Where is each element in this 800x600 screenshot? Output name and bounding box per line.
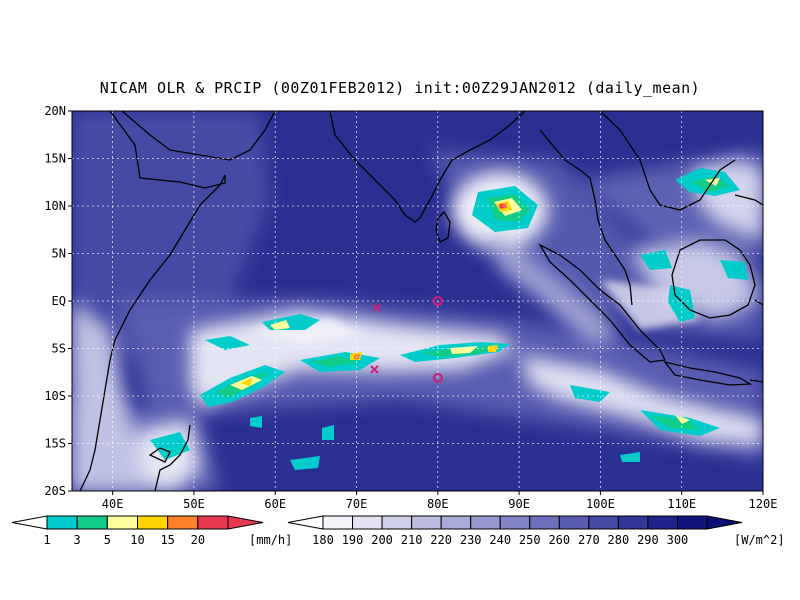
colorbar-label: 10 xyxy=(130,533,144,547)
colorbar-label: 220 xyxy=(430,533,452,547)
colorbar-swatch xyxy=(106,515,139,530)
storm-circle-marker xyxy=(432,295,443,307)
storm-markers xyxy=(370,295,443,384)
colorbar-label: 290 xyxy=(637,533,659,547)
precip-field xyxy=(150,168,748,470)
colorbar-unit: [W/m^2] xyxy=(734,533,785,547)
lat-tick-label: 20N xyxy=(44,104,66,118)
colorbar-label: 1 xyxy=(43,533,50,547)
precip-colorbar: 1 3 5 10 15 20 [mm/h] xyxy=(11,515,292,547)
colorbar-swatch xyxy=(381,515,413,530)
colorbar-label: 15 xyxy=(160,533,174,547)
colorbar-swatch xyxy=(588,515,619,530)
colorbar-label: 250 xyxy=(519,533,541,547)
colorbar-swatch xyxy=(529,515,560,530)
colorbar-swatch xyxy=(676,515,708,530)
olr-colorbar: 180 190 200 210 220 230 240 250 260 270 280 290 300 [… xyxy=(287,515,785,547)
lat-tick-label: 20S xyxy=(44,484,66,498)
colorbar-swatch xyxy=(46,515,78,530)
lat-tick-label: 15N xyxy=(44,152,66,166)
lon-tick-label: 80E xyxy=(427,497,449,511)
colorbar-label: 230 xyxy=(460,533,482,547)
colorbar-label: 190 xyxy=(342,533,364,547)
colorbar-label: 300 xyxy=(667,533,689,547)
lon-tick-label: 40E xyxy=(102,497,124,511)
colorbar-low-triangle xyxy=(287,515,324,530)
lon-tick-label: 70E xyxy=(346,497,368,511)
colorbar-swatch xyxy=(558,515,590,530)
lon-tick-label: 120E xyxy=(749,497,778,511)
lat-tick-label: 10S xyxy=(44,389,66,403)
colorbar-label: 260 xyxy=(548,533,570,547)
lon-tick-label: 90E xyxy=(508,497,530,511)
colorbar-swatch xyxy=(137,515,169,530)
colorbar-swatch xyxy=(197,515,229,530)
lat-tick-label: EQ xyxy=(52,294,66,308)
lon-axis: 40E 50E 60E 70E 80E 90E 100E 110E 120E xyxy=(102,491,778,511)
colorbar-swatch xyxy=(617,515,649,530)
lon-tick-label: 100E xyxy=(586,497,615,511)
storm-x-marker xyxy=(370,365,379,374)
colorbar-swatch xyxy=(76,515,108,530)
lat-tick-label: 15S xyxy=(44,437,66,451)
colorbar-low-triangle xyxy=(11,515,48,530)
colorbar-swatch xyxy=(352,515,383,530)
colorbar-label: 20 xyxy=(191,533,205,547)
colorbar-swatch xyxy=(499,515,531,530)
colorbar-swatch xyxy=(440,515,472,530)
colorbar-label: 180 xyxy=(312,533,334,547)
lat-tick-label: 5S xyxy=(52,342,66,356)
storm-x-marker xyxy=(372,303,382,312)
colorbar-swatch xyxy=(167,515,199,530)
graticule xyxy=(72,111,763,491)
colorbar-label: 3 xyxy=(74,533,81,547)
lon-tick-label: 60E xyxy=(264,497,286,511)
colorbar-swatch xyxy=(470,515,501,530)
colorbar-unit: [mm/h] xyxy=(249,533,292,547)
lon-tick-label: 50E xyxy=(183,497,205,511)
colorbar-swatch xyxy=(647,515,678,530)
colorbar-label: 210 xyxy=(401,533,423,547)
colorbar-high-triangle xyxy=(706,515,743,530)
colorbar-label: 280 xyxy=(608,533,630,547)
storm-circle-marker xyxy=(432,372,443,384)
lat-axis: 20N 15N 10N 5N EQ 5S 10S 15S 20S xyxy=(44,104,72,498)
lon-tick-label: 110E xyxy=(667,497,696,511)
lat-tick-label: 10N xyxy=(44,199,66,213)
colorbar-label: 270 xyxy=(578,533,600,547)
lat-tick-label: 5N xyxy=(52,247,66,261)
coastlines xyxy=(79,111,763,491)
colorbar-high-triangle xyxy=(227,515,264,530)
chart-title: NICAM OLR & PRCIP (00Z01FEB2012) init:00… xyxy=(99,79,701,97)
olr-field xyxy=(72,111,763,491)
colorbar-swatch xyxy=(322,515,354,530)
colorbar-label: 5 xyxy=(104,533,111,547)
colorbar-swatch xyxy=(411,515,442,530)
colorbar-label: 200 xyxy=(371,533,393,547)
colorbar-label: 240 xyxy=(489,533,511,547)
